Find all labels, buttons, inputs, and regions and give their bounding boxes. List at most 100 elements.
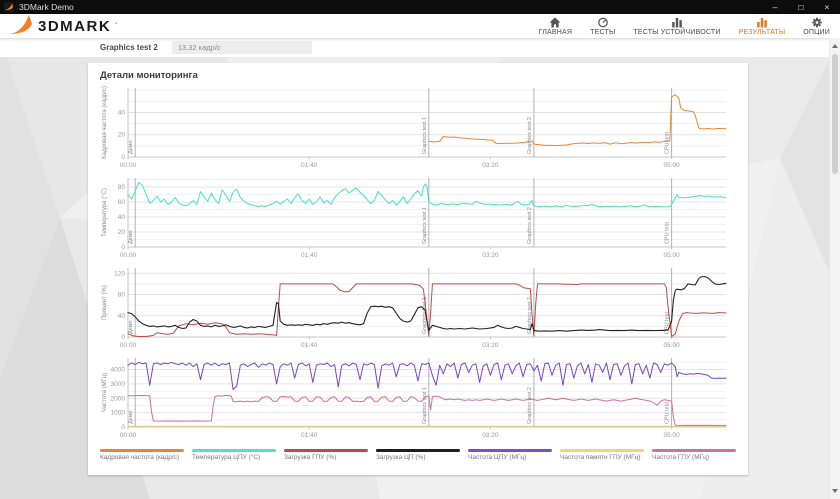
scroll-up-arrow[interactable] <box>830 40 840 52</box>
legend-swatch <box>468 449 552 452</box>
legend-item: Частота ГПУ (МГц) <box>652 449 736 461</box>
chart-frame-rate: 0 20 40 00:00 01:40 03:20 05:00 Демо Graphics te… <box>98 85 738 175</box>
nav-item-home[interactable]: ГЛАВНАЯ <box>539 17 573 36</box>
svg-text:05:00: 05:00 <box>663 252 680 259</box>
svg-text:Graphics test 2: Graphics test 2 <box>527 117 533 154</box>
svg-text:Graphics test 1: Graphics test 1 <box>422 387 428 424</box>
svg-text:40: 40 <box>118 214 126 221</box>
svg-text:CPU test: CPU test <box>665 222 671 244</box>
legend-swatch <box>192 449 276 452</box>
home-icon <box>549 17 561 28</box>
legend-swatch <box>376 449 460 452</box>
svg-text:CPU test: CPU test <box>665 132 671 154</box>
main-nav: ГЛАВНАЯ ТЕСТЫ ТЕСТЫ УСТОЙЧИВОСТИ РЕЗУЛЬТ… <box>539 17 830 36</box>
svg-text:Демо: Демо <box>128 230 134 244</box>
test-name-label: Graphics test 2 <box>100 43 158 52</box>
svg-text:2000: 2000 <box>111 395 126 402</box>
svg-text:3000: 3000 <box>111 381 126 388</box>
nav-item-stability-tests[interactable]: ТЕСТЫ УСТОЙЧИВОСТИ <box>633 17 720 36</box>
legend-label: Частота ГПУ (МГц) <box>652 454 710 461</box>
svg-text:Кадровая частота (кадр/с): Кадровая частота (кадр/с) <box>102 86 108 159</box>
svg-text:CPU test: CPU test <box>665 312 671 334</box>
legend-item: Частота памяти ГПУ (МГц) <box>560 449 644 461</box>
monitoring-title: Детали мониторинга <box>100 70 198 81</box>
svg-text:Демо: Демо <box>128 410 134 424</box>
svg-text:Graphics test 2: Graphics test 2 <box>527 387 533 424</box>
svg-text:Graphics test 1: Graphics test 1 <box>422 117 428 154</box>
scroll-down-arrow[interactable] <box>830 485 840 497</box>
chart-legend: Кадровая частота (кадр/с) Температура ЦП… <box>98 445 738 461</box>
app-header: 3DMARK ´ ГЛАВНАЯ ТЕСТЫ ТЕСТЫ УСТОЙЧИВОСТ… <box>0 14 840 38</box>
close-button[interactable]: × <box>814 0 840 14</box>
legend-label: Температура ЦПУ (°C) <box>192 454 261 461</box>
svg-text:Демо: Демо <box>128 320 134 334</box>
legend-label: Загрузка ЦП (%) <box>376 454 426 461</box>
logo-text: 3DMARK <box>38 17 112 35</box>
svg-text:4000: 4000 <box>111 367 126 374</box>
gauge-icon <box>597 17 609 28</box>
svg-text:0: 0 <box>121 154 125 161</box>
svg-text:80: 80 <box>118 184 126 191</box>
svg-text:80: 80 <box>118 292 126 299</box>
svg-text:03:20: 03:20 <box>482 432 499 439</box>
svg-text:05:00: 05:00 <box>663 432 680 439</box>
brand-logo: 3DMARK ´ <box>8 13 118 40</box>
svg-text:01:40: 01:40 <box>301 432 318 439</box>
svg-text:60: 60 <box>118 199 126 206</box>
legend-item: Кадровая частота (кадр/с) <box>100 449 184 461</box>
svg-text:01:40: 01:40 <box>301 342 318 349</box>
legend-swatch <box>652 449 736 452</box>
nav-item-label: ОПЦИИ <box>803 28 830 36</box>
results-bars-icon <box>756 17 768 28</box>
scrollbar-thumb[interactable] <box>832 54 838 174</box>
svg-text:01:40: 01:40 <box>301 162 318 169</box>
legend-label: Загрузка ГПУ (%) <box>284 454 337 461</box>
svg-text:Graphics test 2: Graphics test 2 <box>527 297 533 334</box>
monitoring-card: Детали мониторинга 0 20 40 00:00 01:40 03:20 0… <box>88 63 748 475</box>
svg-text:40: 40 <box>118 110 126 117</box>
svg-text:00:00: 00:00 <box>120 342 137 349</box>
chart-frequency: 0 1000 2000 3000 4000 00:00 01:40 03:20 05:00 Дем… <box>98 355 738 445</box>
legend-item: Загрузка ЦП (%) <box>376 449 460 461</box>
svg-text:0: 0 <box>121 334 125 341</box>
minimize-button[interactable]: – <box>762 0 788 14</box>
svg-text:00:00: 00:00 <box>120 252 137 259</box>
svg-text:00:00: 00:00 <box>120 162 137 169</box>
legend-swatch <box>100 449 184 452</box>
window-title: 3DMark Demo <box>19 2 74 12</box>
svg-text:01:40: 01:40 <box>301 252 318 259</box>
svg-text:Graphics test 1: Graphics test 1 <box>422 207 428 244</box>
maximize-button[interactable]: □ <box>788 0 814 14</box>
legend-label: Частота памяти ГПУ (МГц) <box>560 454 641 461</box>
monitoring-charts: 0 20 40 00:00 01:40 03:20 05:00 Демо Graphics te… <box>98 85 738 445</box>
svg-text:05:00: 05:00 <box>663 162 680 169</box>
nav-item-label: ТЕСТЫ УСТОЙЧИВОСТИ <box>633 28 721 36</box>
svg-text:Graphics test 2: Graphics test 2 <box>527 207 533 244</box>
chart-temperature: 0 20 40 60 80 00:00 01:40 03:20 05:00 Демо Graphic… <box>98 175 738 265</box>
svg-text:20: 20 <box>118 132 126 139</box>
nav-item-tests[interactable]: ТЕСТЫ <box>590 17 615 36</box>
nav-item-label: ТЕСТЫ <box>590 28 616 36</box>
svg-text:Частота (МГц): Частота (МГц) <box>102 373 108 413</box>
window-controls: – □ × <box>762 0 840 14</box>
test-result-value: 13.32 кадр/с <box>171 41 312 54</box>
svg-text:1000: 1000 <box>111 410 126 417</box>
legend-swatch <box>284 449 368 452</box>
legend-item: Температура ЦПУ (°C) <box>192 449 276 461</box>
vertical-scrollbar[interactable] <box>829 38 840 499</box>
svg-text:Демо: Демо <box>128 140 134 154</box>
svg-text:03:20: 03:20 <box>482 342 499 349</box>
result-strip: Graphics test 2 13.32 кадр/с <box>0 38 840 57</box>
svg-text:120: 120 <box>114 270 125 277</box>
svg-text:20: 20 <box>118 229 126 236</box>
legend-swatch <box>560 449 644 452</box>
content-area: Graphics test 2 13.32 кадр/с Детали мони… <box>0 38 840 499</box>
svg-text:0: 0 <box>121 424 125 431</box>
svg-text:00:00: 00:00 <box>120 432 137 439</box>
nav-item-label: РЕЗУЛЬТАТЫ <box>738 28 786 36</box>
svg-text:03:20: 03:20 <box>482 252 499 259</box>
svg-text:05:00: 05:00 <box>663 342 680 349</box>
nav-item-options[interactable]: ОПЦИИ <box>803 17 830 36</box>
nav-item-results[interactable]: РЕЗУЛЬТАТЫ <box>739 17 786 36</box>
